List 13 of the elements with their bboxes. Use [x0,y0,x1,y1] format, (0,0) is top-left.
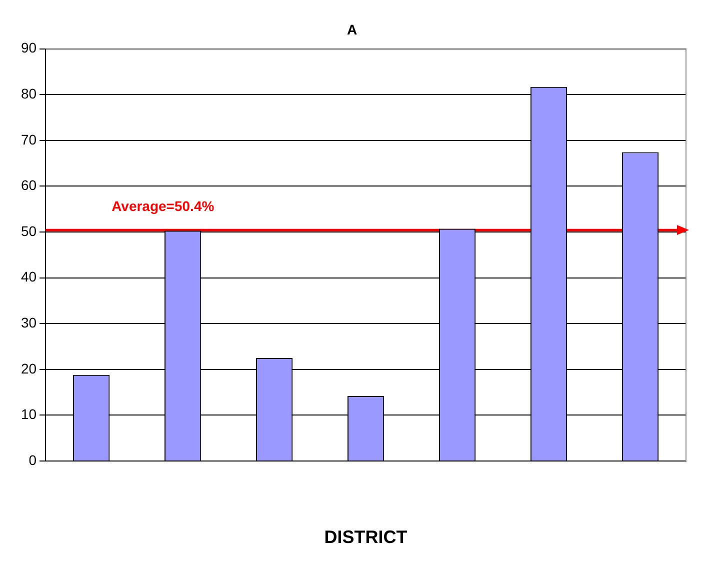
y-tick-label: 50 [20,222,37,239]
x-axis-title: DISTRICT [324,527,408,548]
chart-title: A [346,21,358,38]
ref-line-label: Average=50.4% [112,198,215,214]
y-tick-label: 90 [20,40,37,56]
y-tick-label: 0 [28,452,37,468]
y-tick-label: 10 [20,406,37,422]
y-tick-label: 20 [20,360,37,376]
y-tick-label: 40 [20,268,37,285]
y-tick-label: 70 [20,131,37,148]
y-tick-label: 80 [20,85,37,102]
y-tick-label: 60 [20,177,37,194]
y-tick-label: 30 [20,314,37,330]
